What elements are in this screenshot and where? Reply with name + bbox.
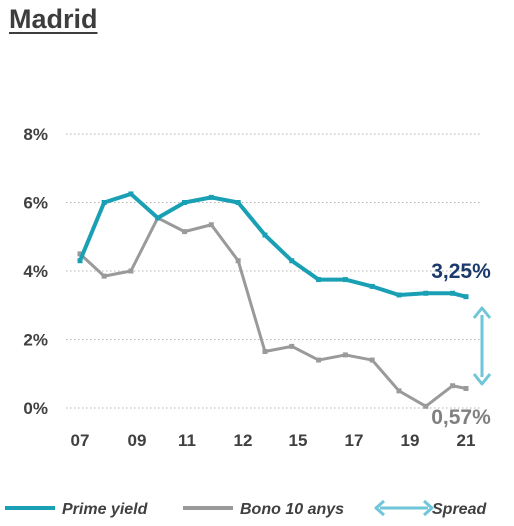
legend-spread-arrow-icon (374, 499, 434, 517)
prime-yield-point (235, 200, 241, 205)
spread-arrow (472, 306, 492, 386)
y-tick-label: 6% (23, 194, 48, 213)
x-tick-label: 15 (289, 431, 308, 450)
prime-yield-point (316, 277, 322, 283)
prime-yield-end-label: 3,25% (431, 260, 491, 283)
bono-10-anys-point (369, 357, 375, 363)
legend-spread-label: Spread (432, 501, 487, 518)
x-tick-label: 07 (71, 431, 90, 450)
prime-yield-point (289, 258, 295, 264)
bono-10-anys-point (289, 343, 295, 349)
prime-yield-point (101, 200, 107, 205)
y-tick-label: 8% (23, 125, 48, 144)
prime-yield-point (423, 290, 429, 296)
bono-end-label: 0,57% (431, 406, 491, 429)
bono-10-anys-line (78, 216, 467, 408)
x-tick-label: 11 (178, 431, 196, 450)
prime-yield-point (155, 215, 161, 221)
x-axis-ticks: 07 09 11 12 15 17 19 21 (71, 431, 476, 450)
prime-yield-point (262, 232, 268, 238)
bono-10-anys-point (128, 268, 134, 274)
bono-10-anys-point (342, 352, 348, 358)
prime-yield-line (78, 191, 467, 299)
prime-yield-point (342, 277, 348, 283)
bono-10-anys-point (316, 357, 322, 363)
bono-10-anys-point (450, 383, 456, 389)
bono-10-anys-point (423, 403, 429, 409)
bono-10-anys-point (182, 229, 188, 235)
y-tick-label: 0% (23, 399, 48, 418)
x-tick-label: 17 (345, 431, 364, 450)
prime-yield-point (128, 191, 134, 197)
bono-10-anys-point (235, 258, 241, 264)
prime-yield-point (369, 283, 375, 289)
prime-yield-point (208, 194, 214, 200)
bono-10-anys-point (101, 273, 107, 279)
prime-yield-point (450, 290, 456, 296)
legend-bono-label: Bono 10 anys (240, 501, 344, 518)
chart-title: Madrid (9, 4, 98, 34)
bono-10-anys-point (77, 251, 83, 257)
prime-yield-point (77, 258, 83, 264)
prime-yield-point (463, 294, 469, 300)
bono-10-anys-point (262, 348, 268, 354)
y-tick-label: 4% (23, 262, 48, 281)
y-axis-ticks: 0% 2% 4% 6% 8% (23, 125, 48, 418)
bono-10-anys-point (208, 222, 214, 228)
grid-lines (66, 133, 480, 409)
y-tick-label: 2% (23, 331, 48, 350)
series-layer (77, 191, 469, 409)
bono-10-anys-point (463, 385, 469, 391)
bono-10-anys-point (396, 388, 402, 394)
prime-yield-point (396, 292, 402, 298)
prime-yield-point (182, 200, 188, 205)
x-tick-label: 12 (234, 431, 253, 450)
legend: Prime yield Bono 10 anys Spread (5, 499, 487, 518)
x-tick-label: 21 (457, 431, 476, 450)
legend-prime-yield-label: Prime yield (62, 501, 149, 518)
x-tick-label: 09 (128, 431, 147, 450)
x-tick-label: 19 (401, 431, 420, 450)
